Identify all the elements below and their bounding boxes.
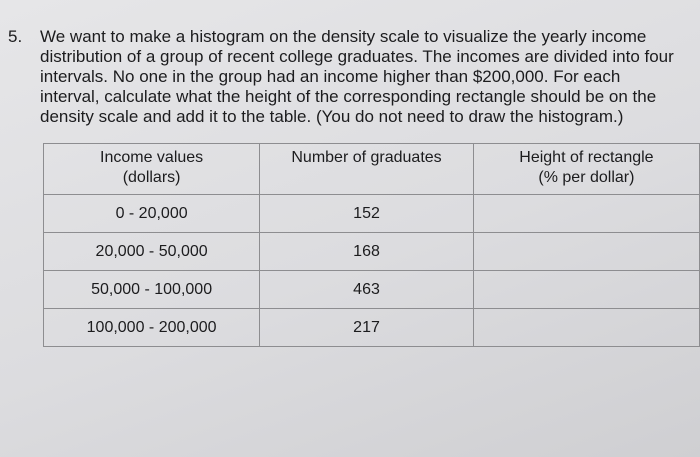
table-cell: 0 - 20,000: [42, 194, 261, 233]
header-cell: Income values (dollars): [42, 143, 261, 195]
table-row: 100,000 - 200,000 217: [42, 308, 700, 347]
question-number: 5.: [8, 27, 23, 46]
header-cell: Height of rectangle (% per dollar): [472, 143, 700, 195]
table: Income values (dollars) Number of graduate…: [42, 143, 700, 347]
question-line: interval, calculate what the height of t…: [40, 87, 657, 106]
header-text: Income values: [100, 149, 204, 166]
table-cell: 50,000 - 100,000: [42, 270, 261, 309]
header-text: Number of graduates: [291, 149, 442, 166]
table-cell: 152: [259, 194, 474, 233]
header-row: Income values (dollars) Number of graduate…: [42, 143, 700, 195]
question-line: distribution of a group of recent colleg…: [40, 47, 674, 66]
table-cell: 100,000 - 200,000: [42, 308, 261, 347]
header-text: (dollars): [122, 169, 181, 186]
header-text: Height of rectangle: [519, 149, 654, 166]
table-cell: 463: [259, 270, 474, 309]
table-row: 0 - 20,000 152: [42, 194, 700, 233]
table-cell: 217: [259, 308, 474, 347]
table-body: 0 - 20,000 152 20,000 - 50,000 168 50,000 - …: [42, 194, 700, 347]
question-line: density scale and add it to the table. (…: [40, 107, 624, 126]
question-line: intervals. No one in the group had an in…: [40, 67, 621, 86]
table-cell: 20,000 - 50,000: [42, 232, 261, 271]
empty-cell: [472, 270, 700, 309]
table-row: 50,000 - 100,000 463: [42, 270, 700, 309]
table-row: 20,000 - 50,000 168: [42, 232, 700, 271]
header-cell: Number of graduates: [259, 143, 474, 195]
header-text: (% per dollar): [538, 169, 635, 186]
table-cell: 168: [259, 232, 474, 271]
empty-cell: [472, 194, 700, 233]
empty-cell: [472, 308, 700, 347]
question-line: We want to make a histogram on the densi…: [40, 27, 647, 46]
empty-cell: [472, 232, 700, 271]
